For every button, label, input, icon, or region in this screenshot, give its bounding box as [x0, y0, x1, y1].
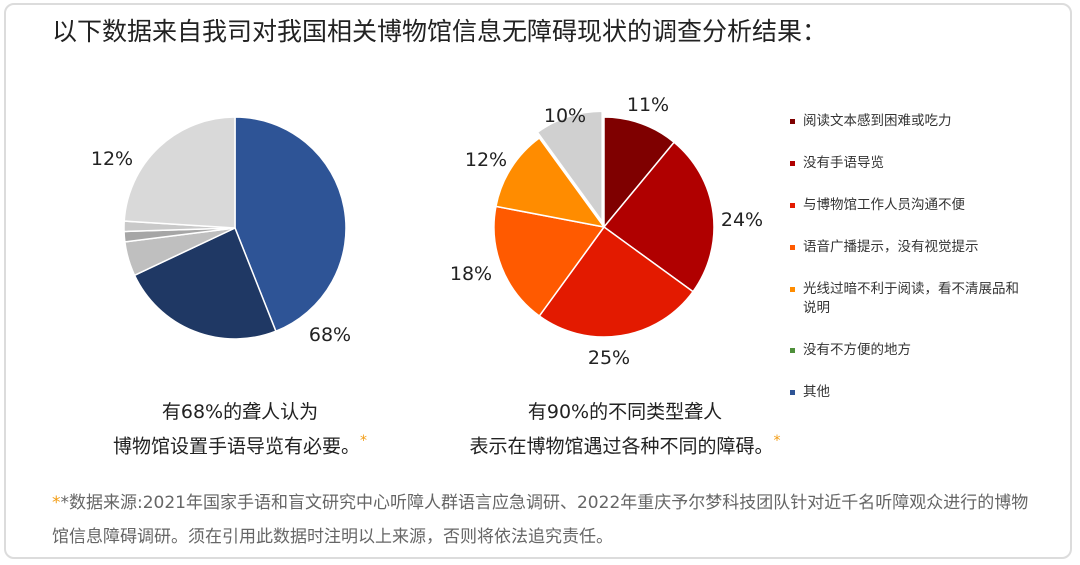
legend-label: 阅读文本感到困难或吃力: [803, 113, 952, 129]
legend-swatch: [790, 161, 795, 166]
legend-item: 光线过暗不利于阅读，看不清展品和说明: [790, 280, 1030, 318]
legend-item: 与博物馆工作人员沟通不便: [790, 196, 1030, 215]
footnote-star: *: [773, 433, 781, 449]
caption-line: 有90%的不同类型聋人: [527, 401, 723, 423]
pie-data-label: 12%: [465, 149, 507, 171]
pie-slice: [603, 116, 676, 230]
figure-frame: [4, 3, 1072, 559]
legend-swatch: [790, 287, 795, 292]
pie-slice: [602, 141, 715, 293]
legend-item: 阅读文本感到困难或吃力: [790, 112, 1030, 131]
legend-swatch: [790, 348, 795, 353]
pie-data-label: 12%: [91, 148, 133, 170]
pie-chart-sign-language: 68% 12%: [91, 116, 351, 346]
legend-item: 其他: [790, 383, 1030, 402]
source-text: *数据来源:2021年国家手语和盲文研究中心听障人群语言应急调研、2022年重庆…: [52, 493, 1029, 547]
pie-data-label: 11%: [627, 94, 669, 116]
legend: 阅读文本感到困难或吃力 没有手语导览与博物馆工作人员沟通不便 语音广播提示，没有视觉…: [790, 112, 1030, 425]
pie-slice: [133, 226, 277, 340]
legend-label: 没有手语导览: [803, 155, 884, 171]
legend-swatch: [790, 390, 795, 395]
pie-data-label: 24%: [721, 209, 763, 231]
pie-chart-obstacles: 11% 24% 25% 18% 12% 10%: [450, 94, 763, 369]
legend-item: 没有手语导览: [790, 154, 1030, 173]
legend-label: 光线过暗不利于阅读，看不清展品和说明: [803, 281, 1019, 316]
data-source-note: **数据来源:2021年国家手语和盲文研究中心听障人群语言应急调研、2022年重…: [52, 486, 1042, 554]
pie-data-label: 18%: [450, 263, 492, 285]
page-title: 以下数据来自我司对我国相关博物馆信息无障碍现状的调查分析结果：: [52, 17, 828, 46]
legend-item: 没有不方便的地方: [790, 341, 1030, 360]
pie-slice: [536, 110, 603, 224]
pie-data-label: 25%: [588, 347, 630, 369]
legend-label: 没有不方便的地方: [803, 342, 911, 358]
legend-label: 其他: [803, 384, 830, 400]
caption-line: 表示在博物馆遇过各种不同的障碍。: [469, 435, 774, 458]
caption-obstacles: 有90%的不同类型聋人 表示在博物馆遇过各种不同的障碍。*: [455, 398, 795, 461]
caption-line: 博物馆设置手语导览有必要。: [112, 435, 360, 458]
pie-slice: [495, 136, 606, 229]
pie-data-label: 10%: [544, 105, 586, 127]
legend-swatch: [790, 245, 795, 250]
caption-sign-language: 有68%的聋人认为 博物馆设置手语导览有必要。*: [90, 398, 390, 461]
legend-swatch: [790, 119, 795, 124]
legend-label: 与博物馆工作人员沟通不便: [803, 197, 965, 213]
caption-line: 有68%的聋人认为: [161, 401, 319, 423]
pie-slice: [234, 116, 347, 333]
pie-slice: [493, 205, 606, 318]
pie-slice: [538, 225, 695, 338]
footnote-star: *: [52, 493, 61, 513]
legend-item: 语音广播提示，没有视觉提示: [790, 238, 1030, 257]
legend-swatch: [790, 203, 795, 208]
footnote-star: *: [360, 433, 367, 449]
legend-label: 语音广播提示，没有视觉提示: [803, 239, 979, 255]
pie-data-label: 68%: [309, 324, 351, 346]
pie-slice: [123, 116, 236, 229]
